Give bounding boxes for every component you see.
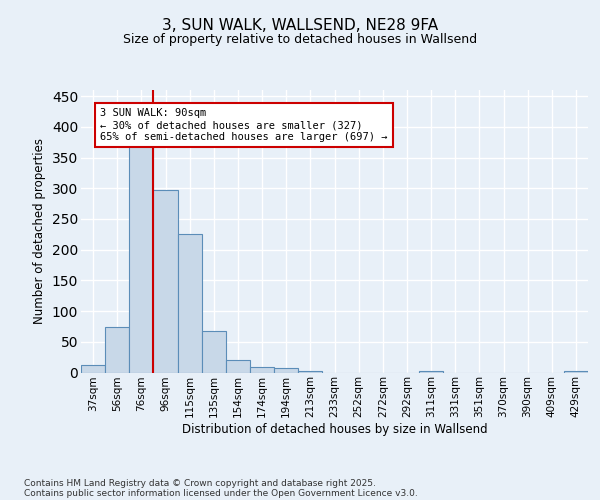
Y-axis label: Number of detached properties: Number of detached properties: [33, 138, 46, 324]
Bar: [105, 327, 129, 372]
X-axis label: Distribution of detached houses by size in Wallsend: Distribution of detached houses by size …: [182, 423, 487, 436]
Bar: [81, 364, 105, 372]
Text: Contains HM Land Registry data © Crown copyright and database right 2025.: Contains HM Land Registry data © Crown c…: [24, 478, 376, 488]
Bar: [250, 367, 274, 372]
Bar: [419, 370, 443, 372]
Text: Contains public sector information licensed under the Open Government Licence v3: Contains public sector information licen…: [24, 488, 418, 498]
Bar: [226, 360, 250, 372]
Bar: [298, 370, 322, 372]
Text: 3 SUN WALK: 90sqm
← 30% of detached houses are smaller (327)
65% of semi-detache: 3 SUN WALK: 90sqm ← 30% of detached hous…: [100, 108, 388, 142]
Bar: [154, 190, 178, 372]
Text: 3, SUN WALK, WALLSEND, NE28 9FA: 3, SUN WALK, WALLSEND, NE28 9FA: [162, 18, 438, 32]
Bar: [178, 234, 202, 372]
Bar: [564, 370, 588, 372]
Bar: [202, 330, 226, 372]
Text: Size of property relative to detached houses in Wallsend: Size of property relative to detached ho…: [123, 32, 477, 46]
Bar: [274, 368, 298, 372]
Bar: [129, 142, 154, 372]
